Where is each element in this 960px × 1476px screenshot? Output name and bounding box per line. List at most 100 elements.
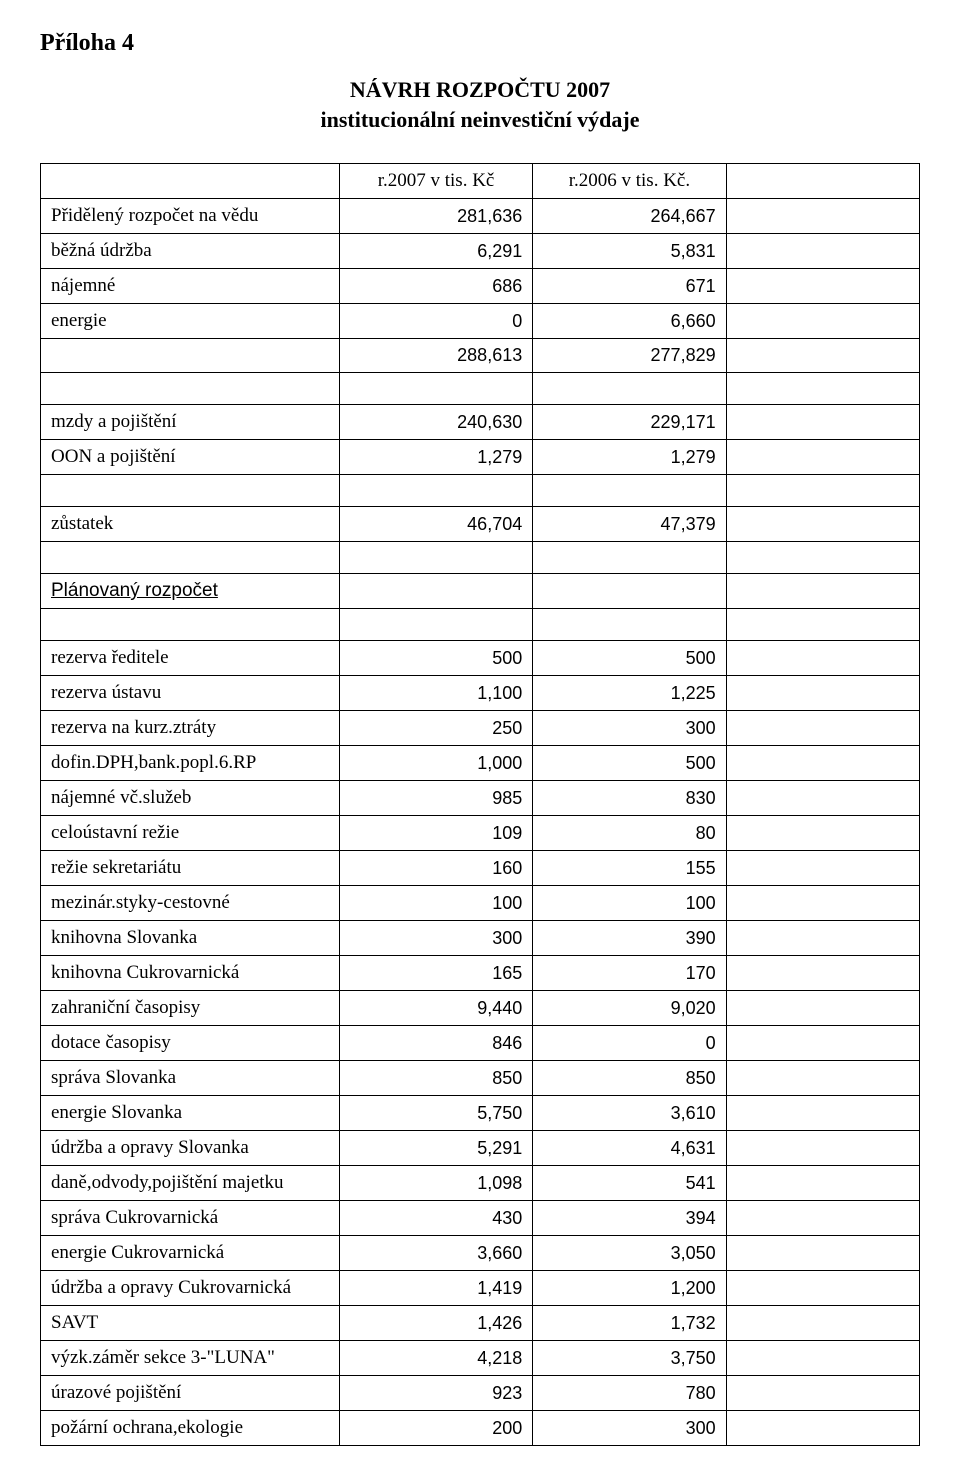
row-empty-tail xyxy=(726,373,919,405)
row-label: režie sekretariátu xyxy=(41,851,340,886)
header-col-2006: r.2006 v tis. Kč. xyxy=(533,164,726,199)
row-label: knihovna Cukrovarnická xyxy=(41,956,340,991)
row-value-2007: 0 xyxy=(339,304,532,339)
row-empty-tail xyxy=(726,886,919,921)
row-empty-tail xyxy=(726,1376,919,1411)
row-label: správa Slovanka xyxy=(41,1061,340,1096)
row-value-2007: 1,000 xyxy=(339,746,532,781)
row-value-2006: 229,171 xyxy=(533,405,726,440)
row-label: běžná údržba xyxy=(41,234,340,269)
header-empty-tail xyxy=(726,164,919,199)
row-value-2007: 281,636 xyxy=(339,199,532,234)
row-empty-tail xyxy=(726,991,919,1026)
row-label: energie xyxy=(41,304,340,339)
row-value-2007: 1,426 xyxy=(339,1306,532,1341)
header-empty-cell xyxy=(41,164,340,199)
row-label: výzk.záměr sekce 3-"LUNA" xyxy=(41,1341,340,1376)
row-value-2006: 4,631 xyxy=(533,1131,726,1166)
row-label: zůstatek xyxy=(41,507,340,542)
row-value-2006: 830 xyxy=(533,781,726,816)
row-value-2006: 3,750 xyxy=(533,1341,726,1376)
table-row: režie sekretariátu160155 xyxy=(41,851,920,886)
table-row: zahraniční časopisy9,4409,020 xyxy=(41,991,920,1026)
document-title: NÁVRH ROZPOČTU 2007 xyxy=(40,77,920,103)
row-label xyxy=(41,373,340,405)
row-value-2007 xyxy=(339,542,532,574)
row-label: mzdy a pojištění xyxy=(41,405,340,440)
table-row: údržba a opravy Cukrovarnická1,4191,200 xyxy=(41,1271,920,1306)
row-label: zahraniční časopisy xyxy=(41,991,340,1026)
table-row: Přidělený rozpočet na vědu281,636264,667 xyxy=(41,199,920,234)
row-label: celoústavní režie xyxy=(41,816,340,851)
row-value-2006: 277,829 xyxy=(533,339,726,373)
row-empty-tail xyxy=(726,440,919,475)
table-row: běžná údržba6,2915,831 xyxy=(41,234,920,269)
row-value-2006: 5,831 xyxy=(533,234,726,269)
row-value-2007: 686 xyxy=(339,269,532,304)
table-header-row: r.2007 v tis. Kč r.2006 v tis. Kč. xyxy=(41,164,920,199)
row-value-2007: 300 xyxy=(339,921,532,956)
row-label: úrazové pojištění xyxy=(41,1376,340,1411)
row-label: nájemné xyxy=(41,269,340,304)
row-value-2006: 9,020 xyxy=(533,991,726,1026)
row-empty-tail xyxy=(726,851,919,886)
row-value-2007: 100 xyxy=(339,886,532,921)
budget-table: r.2007 v tis. Kč r.2006 v tis. Kč. Přidě… xyxy=(40,163,920,1446)
row-empty-tail xyxy=(726,507,919,542)
row-value-2007: 430 xyxy=(339,1201,532,1236)
table-row: úrazové pojištění923780 xyxy=(41,1376,920,1411)
row-value-2006: 80 xyxy=(533,816,726,851)
row-empty-tail xyxy=(726,1411,919,1446)
row-empty-tail xyxy=(726,234,919,269)
table-row: celoústavní režie10980 xyxy=(41,816,920,851)
table-row: dofin.DPH,bank.popl.6.RP1,000500 xyxy=(41,746,920,781)
row-value-2007: 923 xyxy=(339,1376,532,1411)
row-empty-tail xyxy=(726,475,919,507)
row-label: údržba a opravy Slovanka xyxy=(41,1131,340,1166)
row-empty-tail xyxy=(726,1271,919,1306)
row-empty-tail xyxy=(726,304,919,339)
row-value-2006: 3,610 xyxy=(533,1096,726,1131)
row-label: dotace časopisy xyxy=(41,1026,340,1061)
table-row: Plánovaný rozpočet xyxy=(41,574,920,609)
row-value-2006: 1,200 xyxy=(533,1271,726,1306)
row-value-2006: 541 xyxy=(533,1166,726,1201)
row-label: OON a pojištění xyxy=(41,440,340,475)
row-value-2007 xyxy=(339,574,532,609)
row-value-2006: 1,225 xyxy=(533,676,726,711)
row-label: rezerva ústavu xyxy=(41,676,340,711)
table-row: energie Slovanka5,7503,610 xyxy=(41,1096,920,1131)
row-empty-tail xyxy=(726,641,919,676)
table-row: výzk.záměr sekce 3-"LUNA"4,2183,750 xyxy=(41,1341,920,1376)
row-value-2007: 1,098 xyxy=(339,1166,532,1201)
row-empty-tail xyxy=(726,676,919,711)
row-value-2007: 850 xyxy=(339,1061,532,1096)
table-row xyxy=(41,373,920,405)
row-value-2007: 165 xyxy=(339,956,532,991)
row-value-2007: 1,100 xyxy=(339,676,532,711)
row-empty-tail xyxy=(726,1096,919,1131)
header-col-2007: r.2007 v tis. Kč xyxy=(339,164,532,199)
row-empty-tail xyxy=(726,405,919,440)
table-row: rezerva na kurz.ztráty250300 xyxy=(41,711,920,746)
row-empty-tail xyxy=(726,269,919,304)
row-empty-tail xyxy=(726,339,919,373)
table-row: OON a pojištění1,2791,279 xyxy=(41,440,920,475)
row-empty-tail xyxy=(726,1131,919,1166)
row-value-2006: 6,660 xyxy=(533,304,726,339)
row-label: požární ochrana,ekologie xyxy=(41,1411,340,1446)
document-subtitle: institucionální neinvestiční výdaje xyxy=(40,107,920,133)
row-label: energie Slovanka xyxy=(41,1096,340,1131)
row-value-2007 xyxy=(339,373,532,405)
row-label xyxy=(41,475,340,507)
row-value-2007: 1,419 xyxy=(339,1271,532,1306)
row-empty-tail xyxy=(726,746,919,781)
row-value-2007: 240,630 xyxy=(339,405,532,440)
table-row xyxy=(41,609,920,641)
table-row: rezerva ústavu1,1001,225 xyxy=(41,676,920,711)
row-label xyxy=(41,609,340,641)
planned-budget-label: Plánovaný rozpočet xyxy=(51,580,218,601)
row-label: nájemné vč.služeb xyxy=(41,781,340,816)
row-empty-tail xyxy=(726,542,919,574)
row-value-2007: 5,291 xyxy=(339,1131,532,1166)
